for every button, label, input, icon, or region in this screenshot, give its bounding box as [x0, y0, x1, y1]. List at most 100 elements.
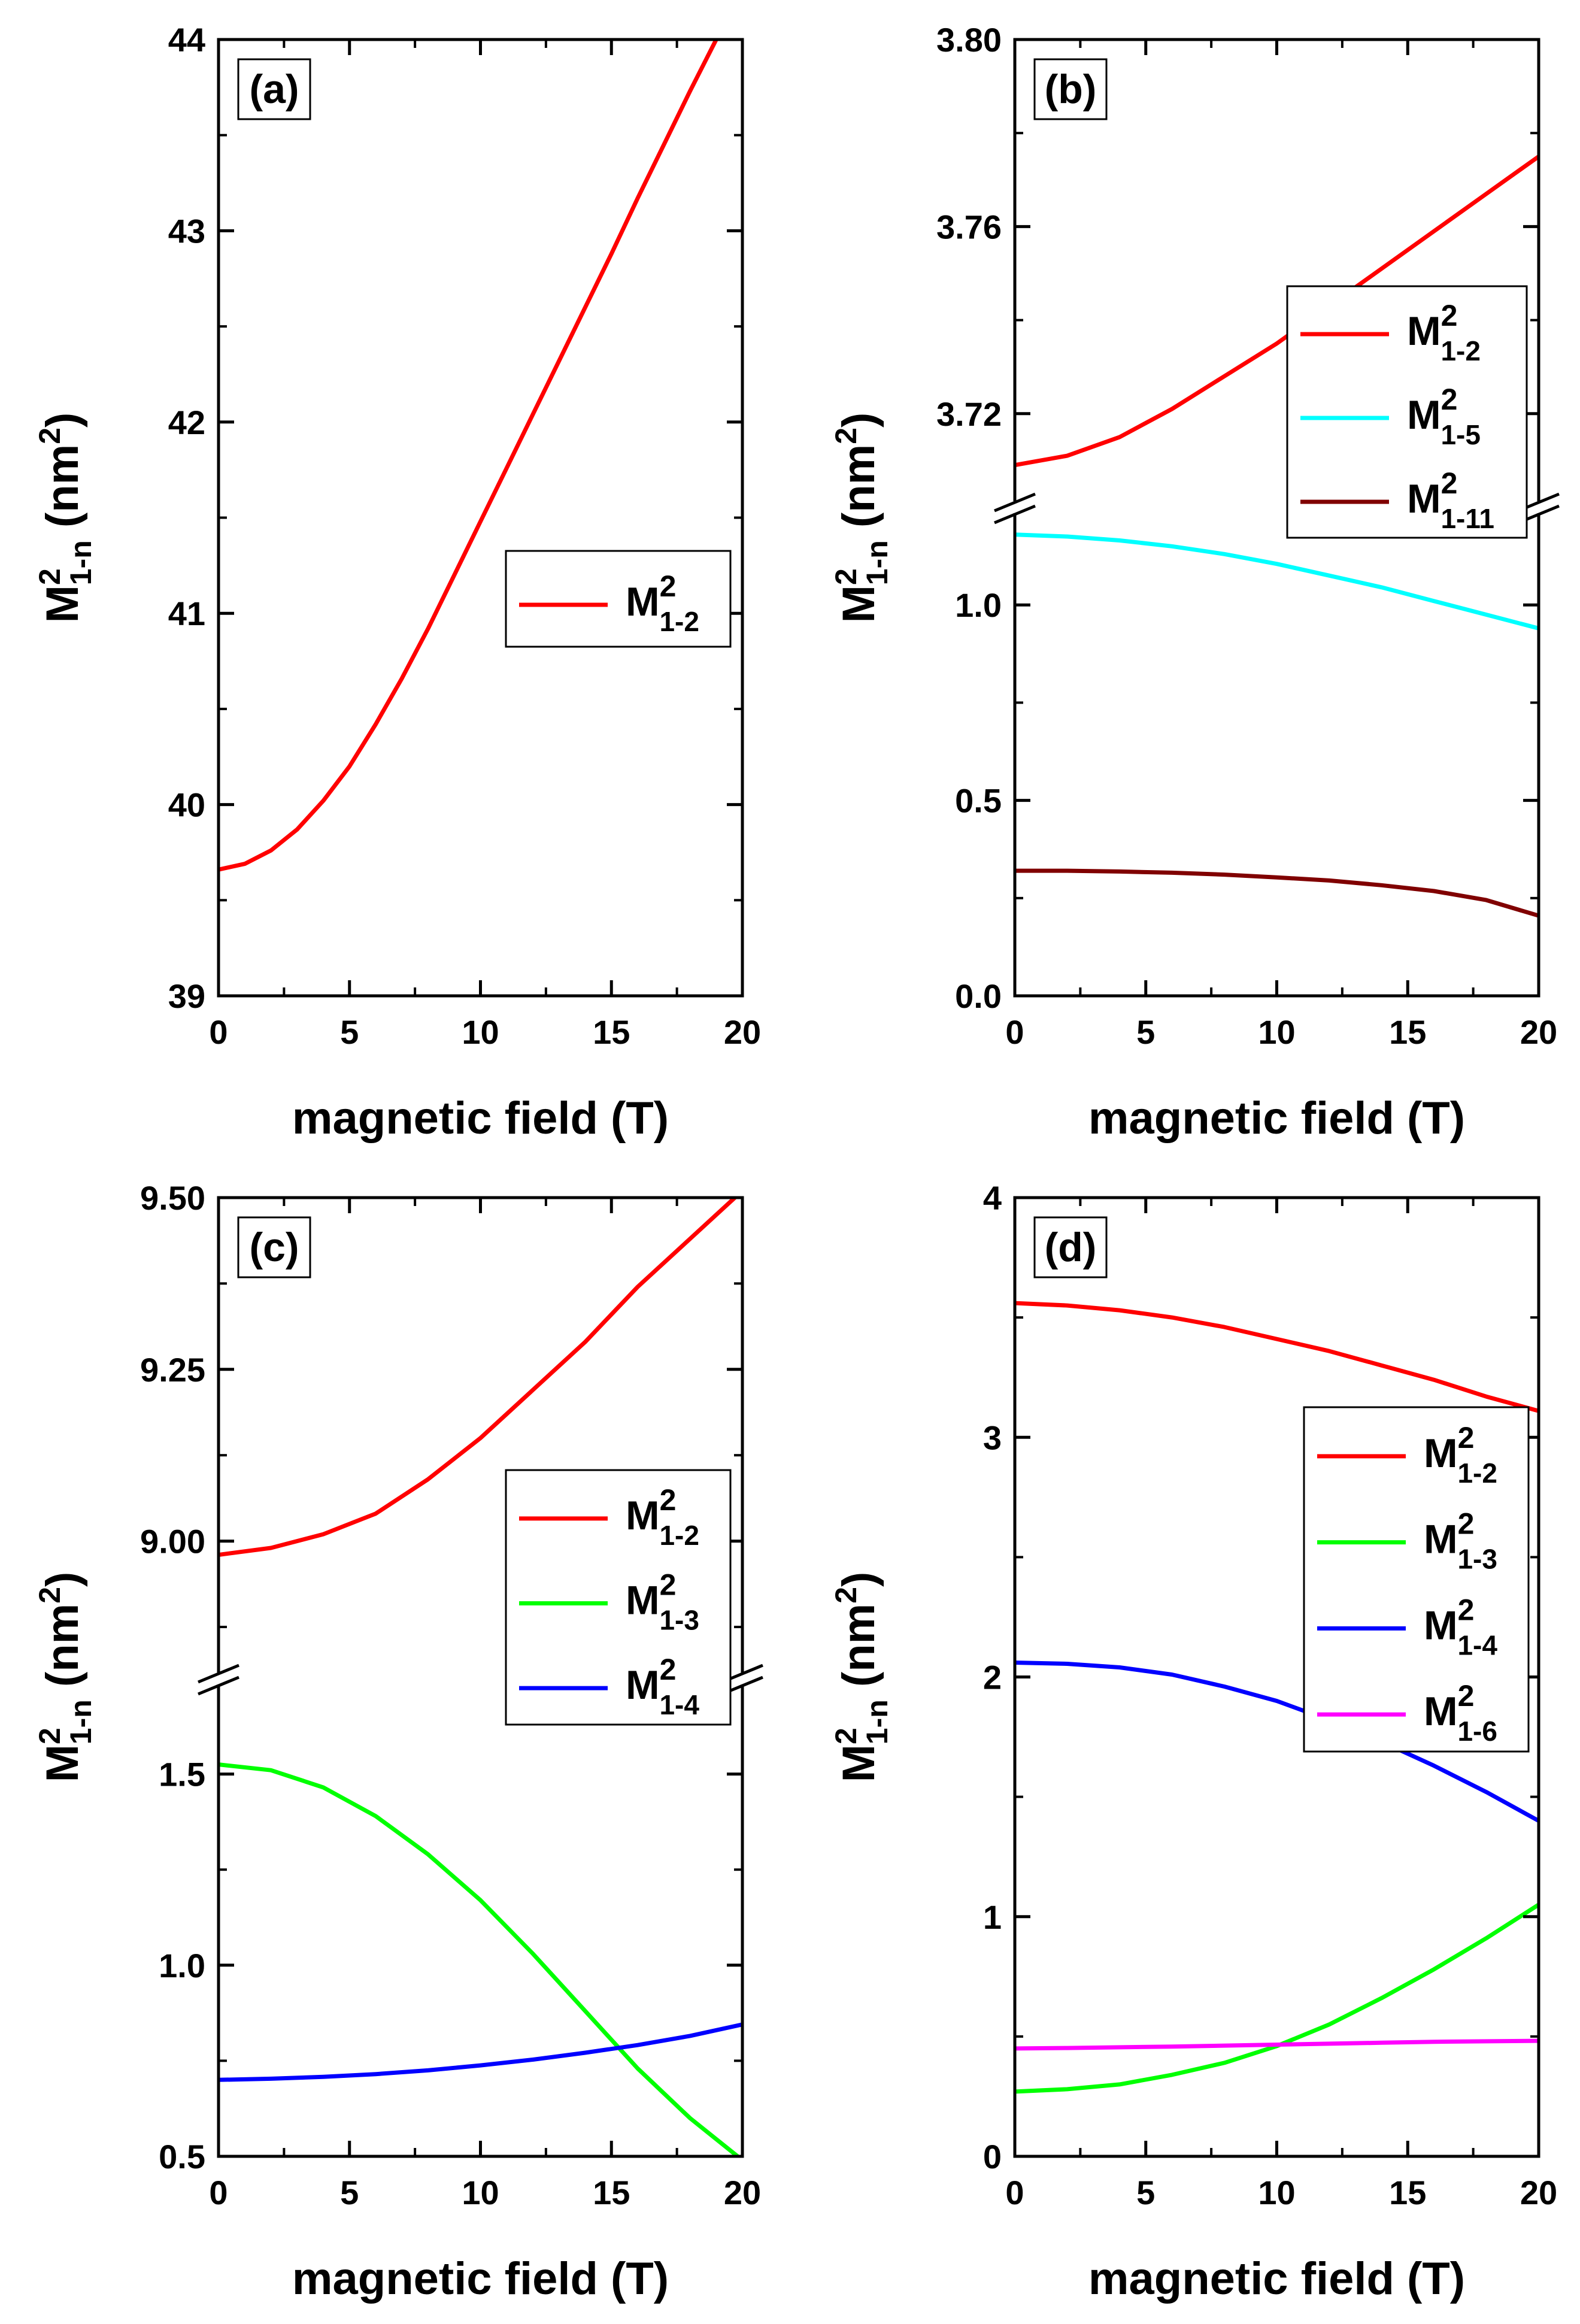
- legend-entry-sup: 2: [1441, 383, 1458, 416]
- legend-entry-1-6: M2 1-6: [1424, 1679, 1497, 1747]
- y-tick-label: 9.25: [140, 1351, 205, 1389]
- series-line-1-3: [219, 1762, 742, 2158]
- legend: M2 1-2M2 1-3M2 1-4: [505, 1469, 732, 1726]
- y-tick-label: 1: [983, 1898, 1002, 1936]
- y-axis-title-sup: 2: [33, 1728, 66, 1744]
- legend-entry-main: M: [1407, 308, 1441, 354]
- legend-entry-sub: 1-2: [659, 606, 699, 637]
- legend-entry-sup: 2: [660, 569, 677, 603]
- x-tick-label: 20: [724, 1013, 761, 1051]
- legend-entry-main: M: [1424, 1517, 1458, 1562]
- y-tick-label: 4: [983, 1179, 1002, 1217]
- y-axis-title: M21-n (nm2): [33, 413, 98, 623]
- x-tick-label: 15: [1389, 1013, 1426, 1051]
- panel-label-box: [237, 1216, 311, 1278]
- y-tick-label: 1.0: [159, 1947, 205, 1984]
- legend-entry-sub: 1-5: [1441, 419, 1480, 450]
- series-line-1-5: [1015, 532, 1539, 631]
- panel-label: (a): [237, 58, 311, 120]
- legend-entry-sub: 1-2: [659, 1520, 699, 1551]
- x-tick-label: 15: [1389, 2174, 1426, 2211]
- y-axis-title-unit-sup: 2: [33, 1587, 66, 1604]
- legend-entry-main: M: [1424, 1431, 1458, 1476]
- legend-entry-1-4: M2 1-4: [626, 1653, 699, 1720]
- legend-entry-1-4: M2 1-4: [1424, 1593, 1497, 1661]
- axis-break-mark: [994, 492, 1036, 513]
- legend-entry-main: M: [626, 1493, 660, 1538]
- legend-entry-1-11: M2 1-11: [1407, 466, 1494, 534]
- legend-entry-1-3: M2 1-3: [1424, 1507, 1497, 1575]
- x-axis-title: magnetic field (T): [1088, 1093, 1465, 1144]
- y-axis-title-close: ): [37, 413, 88, 428]
- legend-entry-sup: 2: [1441, 299, 1458, 332]
- y-axis-title-unit: (nm: [833, 1604, 884, 1699]
- x-axis-title: magnetic field (T): [292, 1093, 669, 1144]
- legend-entry-sup: 2: [1441, 466, 1458, 500]
- y-tick-label: 3.80: [936, 21, 1002, 59]
- legend-entry-main: M: [626, 579, 660, 625]
- legend-entry-1-2: M2 1-2: [1424, 1421, 1497, 1489]
- legend-entry-1-2: M2 1-2: [626, 569, 699, 637]
- legend-box: [1286, 285, 1528, 539]
- legend: M2 1-2: [505, 550, 732, 648]
- panel-label-box: [1033, 58, 1108, 120]
- series-line-1-2: [219, 1196, 739, 1557]
- x-tick-label: 0: [1005, 2174, 1024, 2211]
- series-line-1-4: [219, 2022, 742, 2082]
- y-axis-title-sup: 2: [33, 568, 66, 585]
- legend-entry-main: M: [1407, 392, 1441, 438]
- y-tick-label: 1.0: [955, 586, 1002, 624]
- y-tick-label: 1.5: [159, 1756, 205, 1793]
- y-axis-title-unit: (nm: [37, 444, 88, 540]
- legend-entry-sub: 1-2: [1441, 335, 1480, 366]
- legend-entry-1-2: M2 1-2: [1407, 299, 1481, 366]
- x-tick-label: 0: [1005, 1013, 1024, 1051]
- y-tick-label: 40: [168, 786, 205, 824]
- y-axis-title-main: M: [833, 585, 884, 623]
- panel-label-text: (d): [1045, 1225, 1097, 1270]
- series-line-1-3: [1015, 1902, 1539, 2094]
- axis-break-mark: [198, 1664, 239, 1684]
- series-line-1-11: [1015, 868, 1539, 918]
- y-tick-label: 0.0: [955, 977, 1002, 1015]
- legend-entry-sub: 1-3: [659, 1605, 699, 1636]
- axis-break-mark: [994, 504, 1036, 525]
- y-axis-title-unit: (nm: [37, 1604, 88, 1699]
- panel-label: (d): [1033, 1216, 1108, 1278]
- y-tick-label: 39: [168, 977, 205, 1015]
- panel-label-box: [1033, 1216, 1108, 1278]
- legend-entry-sup: 2: [660, 1653, 677, 1686]
- legend-entry-sup: 2: [660, 1568, 677, 1602]
- legend-entry-sup: 2: [1458, 1679, 1475, 1713]
- panel-label-box: [237, 58, 311, 120]
- legend-box: [505, 550, 732, 648]
- y-tick-label: 0: [983, 2138, 1002, 2175]
- panel-label: (c): [237, 1216, 311, 1278]
- x-tick-label: 15: [593, 2174, 630, 2211]
- y-axis-title-unit-sup: 2: [33, 428, 66, 444]
- y-axis-title-sup: 2: [829, 568, 863, 585]
- y-tick-label: 0.5: [159, 2138, 205, 2175]
- panel-label-text: (c): [249, 1225, 299, 1270]
- y-axis-title: M21-n (nm2): [829, 413, 894, 623]
- legend-entry-1-2: M2 1-2: [626, 1483, 699, 1551]
- panel-label: (b): [1033, 58, 1108, 120]
- x-axis-title: magnetic field (T): [292, 2253, 669, 2304]
- x-tick-label: 0: [209, 2174, 228, 2211]
- x-tick-label: 5: [340, 2174, 359, 2211]
- y-axis-title: M21-n (nm2): [829, 1572, 894, 1783]
- y-axis-title-unit: (nm: [833, 444, 884, 540]
- legend-entry-1-3: M2 1-3: [626, 1568, 699, 1636]
- x-tick-label: 20: [1520, 1013, 1557, 1051]
- legend-entry-sub: 1-2: [1457, 1458, 1497, 1489]
- x-tick-label: 20: [724, 2174, 761, 2211]
- y-tick-label: 2: [983, 1659, 1002, 1696]
- y-tick-label: 3.72: [936, 395, 1002, 433]
- x-tick-label: 10: [462, 2174, 499, 2211]
- y-tick-label: 42: [168, 404, 205, 441]
- y-axis-title-main: M: [833, 1744, 884, 1782]
- series-line-1-4: [1015, 1661, 1539, 1823]
- legend-entry-sup: 2: [660, 1483, 677, 1517]
- panel-d: 0 5 10 15 20 0 1 2 3 4 (d) magnetic field (T) M21-n …: [829, 1179, 1557, 2304]
